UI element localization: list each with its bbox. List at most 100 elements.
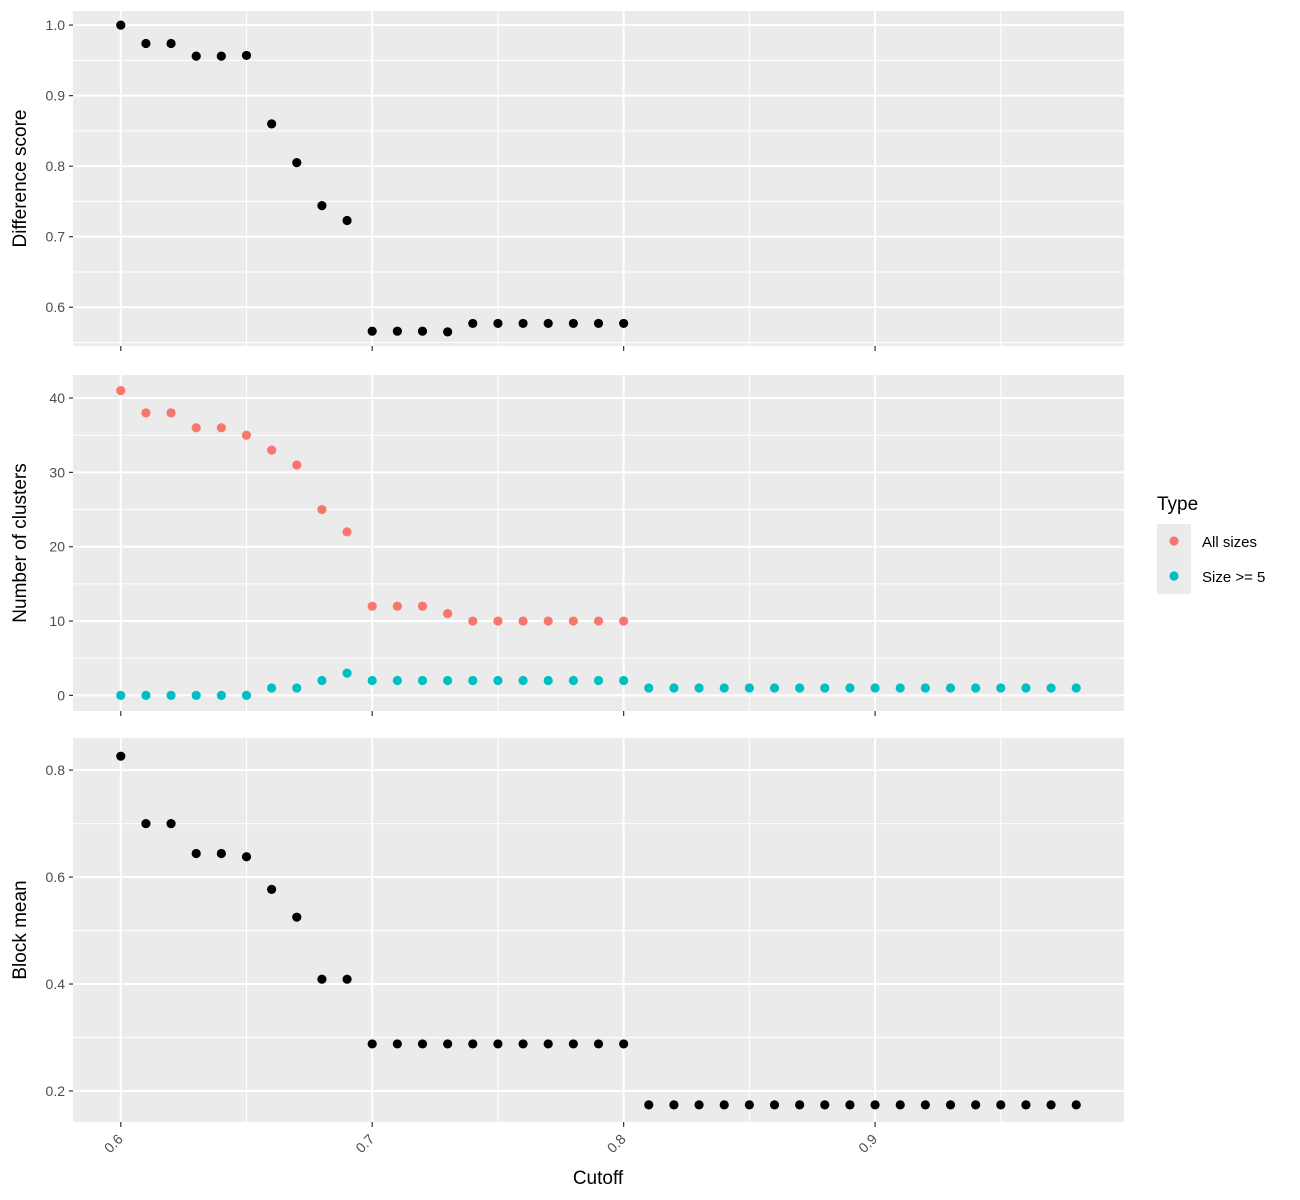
data-point [241,852,252,862]
data-point [694,683,704,693]
y-axis-title: Difference score [10,110,31,248]
data-point [342,527,352,537]
data-point [241,50,252,61]
data-point [1021,683,1031,693]
data-point [141,38,151,49]
legend-key-background [1157,524,1191,594]
data-point [267,683,277,693]
data-point [719,1100,729,1110]
y-tick-label: 0.6 [46,869,66,885]
data-point [141,690,151,700]
data-point [342,668,352,678]
series-2 [116,668,1081,700]
data-point [568,616,578,626]
data-point [920,1100,930,1110]
y-tick-label: 10 [49,613,65,629]
data-point [1071,683,1081,693]
y-axis-title: Block mean [10,880,31,979]
data-point [392,601,402,611]
data-point [267,119,277,129]
data-point [292,683,302,693]
data-point [367,601,377,611]
data-point [317,974,327,984]
data-point [267,884,277,894]
data-point [216,51,226,61]
y-tick-label: 0.8 [46,762,66,778]
data-point [619,616,629,626]
data-point [845,683,855,693]
data-point [493,1039,503,1049]
x-axis: 0.6 0.7 0.8 0.9 [101,1131,881,1156]
data-point [920,683,930,693]
y-tick-label: 0.6 [46,299,66,315]
data-point [367,1039,377,1049]
data-point [543,318,553,329]
data-point [443,609,453,619]
y-tick-label: 0.8 [46,158,66,174]
y-tick-label: 0 [57,687,65,703]
data-point [166,408,176,418]
data-point [191,51,201,61]
data-point [166,818,176,829]
legend: Type All sizes Size >= 5 [1157,494,1265,594]
data-point [216,423,226,433]
legend-label: All sizes [1202,534,1257,551]
data-point [141,818,151,829]
data-point [593,616,604,626]
data-point [417,675,428,686]
data-point [593,318,604,329]
panel-background [73,11,1124,346]
legend-label: Size >= 5 [1202,569,1265,586]
data-point [593,1039,604,1049]
data-point [367,675,377,686]
data-point [267,445,277,455]
data-point [216,848,226,859]
data-point [644,683,654,693]
series-1 [116,751,1081,1110]
data-point [518,675,528,686]
data-point [166,690,176,700]
x-tick-label: 0.9 [855,1131,880,1156]
data-point [1021,1100,1031,1110]
data-point [493,675,503,686]
legend-key [1169,536,1179,546]
data-point [317,504,327,515]
data-point [367,326,377,336]
data-point [568,675,578,686]
data-point [971,1100,981,1110]
data-point [116,386,126,396]
y-tick-label: 20 [49,539,65,555]
data-point [417,601,428,611]
data-point [417,1039,428,1049]
data-point [317,201,327,211]
data-point [468,318,478,329]
legend-title: Type [1157,494,1198,515]
data-point [945,1100,956,1110]
data-point [820,683,830,693]
data-point [795,1100,805,1110]
data-point [241,430,252,440]
data-point [468,616,478,626]
y-tick-label: 0.4 [46,976,66,992]
data-point [593,675,604,686]
data-point [241,690,252,700]
data-point [769,1100,780,1110]
data-point [644,1100,654,1110]
y-tick-label: 0.2 [46,1083,66,1099]
data-point [543,616,553,626]
data-point [292,912,302,922]
x-axis-title: Cutoff [573,1168,624,1189]
data-point [141,408,151,418]
data-point [191,848,201,859]
panels: 0.6 0.7 0.8 0.9 1.0 Difference score 0 10 20 30 40… [10,11,1124,1127]
data-point [744,683,754,693]
data-point [292,158,302,168]
data-point [669,1100,679,1110]
data-point [116,20,126,30]
panel-background [73,375,1124,711]
data-point [996,1100,1006,1110]
data-point [443,1039,453,1049]
data-point [468,1039,478,1049]
data-point [116,690,126,700]
data-point [116,751,126,761]
